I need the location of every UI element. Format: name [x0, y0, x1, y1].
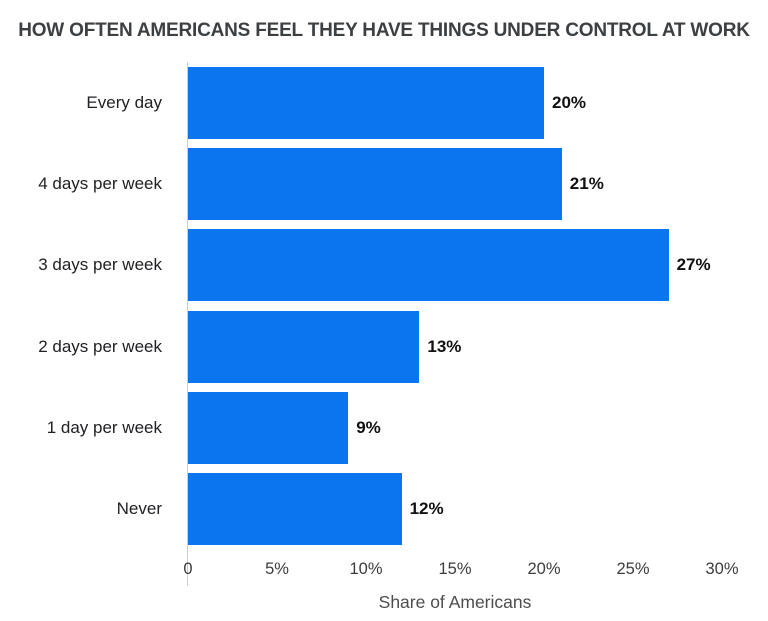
bar-track: 21% — [188, 147, 722, 220]
value-label: 21% — [569, 173, 604, 193]
category-label: Never — [116, 499, 162, 519]
value-label: 12% — [409, 499, 444, 519]
x-tick-label: 25% — [616, 560, 650, 578]
x-tick-label: 10% — [349, 560, 383, 578]
y-axis-line — [187, 62, 188, 586]
bar-row: 4 days per week 21% — [0, 143, 768, 224]
x-axis-label: Share of Americans — [378, 592, 532, 612]
category-label: 2 days per week — [38, 336, 162, 356]
x-tick-label: 30% — [705, 560, 739, 578]
bar[interactable] — [188, 310, 420, 383]
bar-track: 12% — [188, 473, 722, 546]
category-label: 3 days per week — [38, 255, 162, 275]
bar[interactable] — [188, 473, 402, 546]
x-axis-ticks: 0 5% 10% 15% 20% 25% 30% — [183, 560, 738, 582]
bar-rows: Every day 20% 4 days per week 21% 3 days per… — [0, 62, 768, 550]
bar-track: 13% — [188, 310, 722, 383]
value-label: 9% — [356, 417, 381, 437]
x-tick-label: 0 — [183, 560, 193, 578]
bar-row: 1 day per week 9% — [0, 387, 768, 468]
bar-track: 9% — [188, 391, 722, 464]
bar[interactable] — [188, 66, 544, 139]
bar-row: 3 days per week 27% — [0, 225, 768, 306]
value-label: 13% — [427, 336, 462, 356]
value-label: 20% — [552, 92, 587, 112]
x-tick-label: 15% — [438, 560, 472, 578]
value-label: 27% — [676, 255, 711, 275]
bar-row: Every day 20% — [0, 62, 768, 143]
bar[interactable] — [188, 391, 349, 464]
bar-track: 27% — [188, 229, 722, 302]
bar-row: 2 days per week 13% — [0, 306, 768, 387]
category-label: Every day — [86, 92, 162, 112]
x-tick-label: 20% — [527, 560, 561, 578]
chart-title: HOW OFTEN AMERICANS FEEL THEY HAVE THING… — [18, 20, 750, 41]
bar-track: 20% — [188, 66, 722, 139]
x-tick-label: 5% — [265, 560, 289, 578]
category-label: 4 days per week — [38, 173, 162, 193]
bar-row: Never 12% — [0, 469, 768, 550]
category-label: 1 day per week — [46, 417, 162, 437]
bar[interactable] — [188, 229, 669, 302]
bar[interactable] — [188, 147, 562, 220]
